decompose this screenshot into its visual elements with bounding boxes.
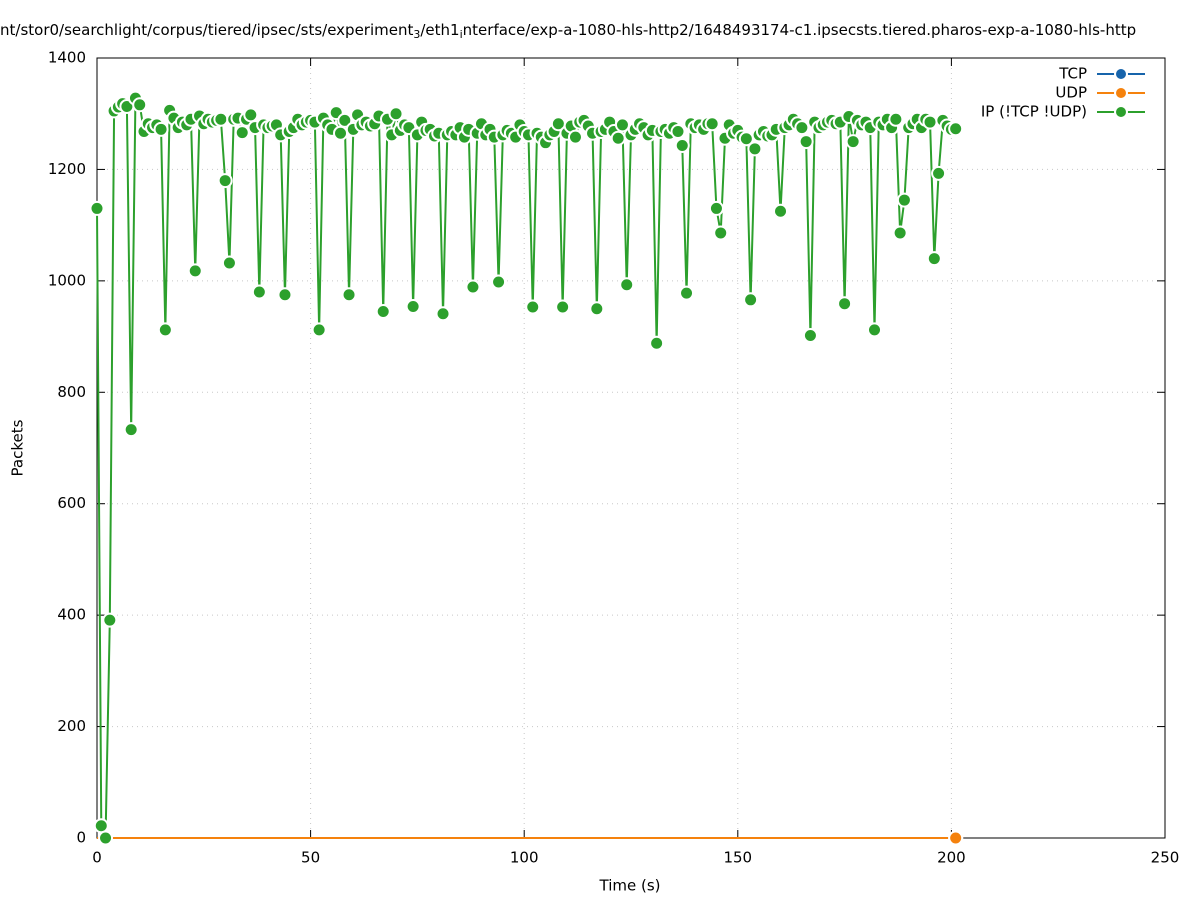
data-point: [713, 225, 729, 241]
data-point: [341, 287, 357, 303]
data-point: [491, 274, 507, 290]
y-tick-label: 1400: [48, 49, 86, 67]
data-point: [555, 299, 571, 315]
data-point: [132, 97, 148, 113]
legend-marker: [1114, 67, 1128, 81]
data-point: [435, 306, 451, 322]
chart-title: nt/stor0/searchlight/corpus/tiered/ipsec…: [0, 21, 1136, 42]
legend-marker: [1114, 86, 1128, 100]
data-point: [922, 114, 938, 130]
title-subscript: 3: [413, 28, 420, 41]
x-tick-label: 0: [92, 849, 102, 867]
y-tick-label: 400: [57, 606, 86, 624]
data-point: [243, 107, 259, 123]
title-part: nt/stor0/searchlight/corpus/tiered/ipsec…: [0, 21, 413, 39]
data-point: [948, 121, 964, 137]
data-point: [610, 130, 626, 146]
data-point: [153, 121, 169, 137]
data-point: [708, 200, 724, 216]
data-point: [802, 327, 818, 343]
x-tick-label: 200: [937, 849, 966, 867]
y-tick-label: 0: [76, 829, 86, 847]
data-point: [465, 279, 481, 295]
data-point: [311, 322, 327, 338]
data-point: [337, 112, 353, 128]
data-point: [794, 120, 810, 136]
data-point: [670, 124, 686, 140]
data-point: [896, 192, 912, 208]
x-tick-label: 150: [723, 849, 752, 867]
data-point: [948, 830, 964, 846]
data-point: [649, 335, 665, 351]
data-point: [98, 830, 114, 846]
data-point: [388, 106, 404, 122]
data-point: [234, 125, 250, 141]
data-point: [89, 200, 105, 216]
data-point: [773, 203, 789, 219]
data-point: [704, 116, 720, 132]
data-point: [567, 129, 583, 145]
data-point: [333, 125, 349, 141]
y-axis-label: Packets: [9, 419, 27, 476]
data-point: [845, 134, 861, 150]
series-line: [96, 94, 956, 839]
legend-label: TCP: [1058, 65, 1087, 83]
data-point: [221, 255, 237, 271]
title-subscript: i: [460, 28, 463, 41]
data-point: [926, 251, 942, 267]
y-tick-label: 600: [57, 494, 86, 512]
data-point: [123, 422, 139, 438]
data-point: [405, 298, 421, 314]
x-tick-label: 100: [510, 849, 539, 867]
data-point: [674, 137, 690, 153]
y-tick-label: 800: [57, 383, 86, 401]
x-tick-label: 50: [301, 849, 320, 867]
y-tick-label: 1000: [48, 271, 86, 289]
data-point: [798, 134, 814, 150]
data-point: [747, 141, 763, 157]
data-point: [931, 165, 947, 181]
x-tick-label: 250: [1151, 849, 1180, 867]
data-point: [619, 277, 635, 293]
data-point: [743, 292, 759, 308]
data-point: [217, 173, 233, 189]
data-point: [837, 296, 853, 312]
data-point: [93, 818, 109, 834]
data-point: [213, 111, 229, 127]
data-point: [892, 225, 908, 241]
data-point: [679, 285, 695, 301]
data-point: [277, 287, 293, 303]
data-point: [375, 304, 391, 319]
data-point: [525, 299, 541, 315]
y-tick-label: 200: [57, 717, 86, 735]
data-point: [187, 263, 203, 279]
data-point: [888, 111, 904, 127]
legend-label: UDP: [1055, 84, 1087, 102]
legend-label: IP (!TCP !UDP): [981, 103, 1087, 121]
data-point: [867, 322, 883, 338]
title-part: /eth1: [420, 21, 459, 39]
data-point: [157, 322, 173, 338]
title-part: nterface/exp-a-1080-hls-http2/1648493174…: [463, 21, 1136, 39]
data-point: [614, 117, 630, 133]
data-point: [102, 612, 118, 628]
data-point: [589, 301, 605, 317]
data-point: [251, 284, 267, 300]
y-tick-label: 1200: [48, 160, 86, 178]
x-axis-label: Time (s): [599, 877, 661, 895]
legend-marker: [1114, 105, 1128, 119]
